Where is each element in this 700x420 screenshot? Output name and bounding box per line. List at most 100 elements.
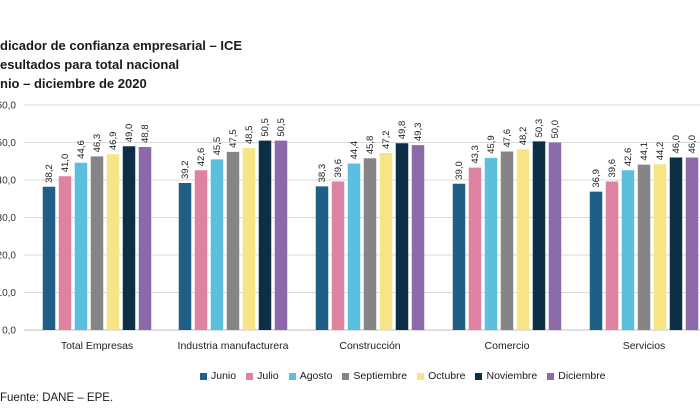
y-tick-label: 40,0 (0, 176, 16, 187)
bar (315, 186, 329, 330)
data-label: 38,2 (44, 164, 55, 183)
y-tick-label: 20,0 (0, 251, 16, 262)
bar (90, 156, 104, 330)
bar (242, 148, 256, 330)
y-tick-label: 30,0 (0, 213, 16, 224)
data-label: 44,1 (639, 142, 650, 161)
title-line-1: dicador de confianza empresarial – ICE (0, 38, 243, 53)
data-label: 38,3 (317, 164, 328, 183)
bar (548, 142, 562, 330)
y-tick-label: 60,0 (0, 101, 16, 112)
legend-item: Noviembre (475, 370, 537, 382)
legend-swatch (200, 372, 207, 380)
category-label: Servicios (623, 340, 666, 352)
data-label: 47,2 (381, 131, 392, 150)
title-line-2: esultados para total nacional (0, 57, 180, 72)
bar (621, 170, 635, 330)
bar (58, 176, 72, 330)
bar (484, 157, 498, 330)
legend-label: Junio (211, 370, 237, 382)
bar (500, 151, 514, 330)
data-label: 46,0 (671, 135, 682, 154)
legend-swatch (475, 372, 483, 380)
legend-item: Octubre (417, 370, 465, 382)
bar (452, 183, 466, 330)
category-label: Construcción (339, 340, 400, 352)
data-label: 46,9 (108, 132, 119, 151)
bar (669, 157, 683, 330)
y-tick-label: 10,0 (0, 288, 16, 299)
data-label: 41,0 (60, 154, 71, 173)
title-line-3: nio – diciembre de 2020 (0, 76, 147, 91)
data-label: 49,3 (413, 123, 424, 142)
legend-swatch (342, 372, 350, 380)
category-label: Industria manufacturera (178, 340, 289, 352)
bar (379, 153, 393, 330)
bar (42, 186, 56, 330)
data-label: 39,6 (607, 159, 618, 178)
bar (178, 183, 192, 330)
data-label: 50,5 (276, 118, 287, 137)
data-label: 36,9 (591, 169, 602, 188)
data-label: 50,3 (534, 119, 545, 138)
bar (685, 157, 699, 330)
legend-label: Noviembre (486, 370, 538, 382)
bar (468, 167, 482, 330)
bar (411, 145, 425, 330)
legend-label: Octubre (428, 370, 466, 382)
data-label: 50,5 (260, 118, 271, 137)
data-label: 42,6 (196, 148, 207, 167)
legend-label: Agosto (299, 370, 333, 382)
bar (347, 163, 361, 330)
bar (194, 170, 208, 330)
bar (605, 181, 619, 330)
legend-label: Septiembre (353, 370, 408, 382)
data-label: 45,8 (365, 136, 376, 155)
data-label: 50,0 (550, 120, 561, 139)
category-label: Total Empresas (61, 340, 133, 352)
legend: Junio Julio Agosto Septiembre Octubre Noviemb… (200, 370, 606, 382)
data-label: 39,0 (454, 161, 465, 180)
data-label: 45,5 (212, 137, 223, 156)
bar (74, 162, 88, 330)
bar (532, 141, 546, 330)
source-note: Fuente: DANE – EPE. (0, 392, 114, 404)
legend-item: Diciembre (547, 370, 606, 382)
legend-swatch (246, 372, 254, 380)
bar (258, 140, 272, 330)
bar (395, 143, 409, 330)
data-label: 48,5 (244, 126, 255, 145)
data-label: 44,2 (655, 142, 666, 161)
data-label: 49,8 (397, 121, 408, 140)
data-label: 48,2 (518, 127, 529, 146)
legend-item: Junio (200, 370, 236, 382)
bar (516, 149, 530, 330)
legend-swatch (288, 372, 296, 380)
data-label: 42,6 (623, 148, 634, 167)
legend-label: Diciembre (558, 370, 606, 382)
chart-title: dicador de confianza empresarial – ICE e… (0, 36, 242, 93)
bar (637, 164, 651, 330)
data-label: 44,6 (76, 140, 87, 159)
bar (331, 181, 345, 330)
bar (210, 159, 224, 330)
bar-chart: 0,0 10,0 20,0 30,0 40,0 50,0 60,0 38,2 41,0 44,6 4… (0, 101, 700, 352)
category-label: Comercio (485, 340, 530, 352)
data-label: 47,6 (502, 129, 513, 148)
y-tick-label: 0,0 (2, 326, 16, 337)
bar (653, 164, 667, 330)
data-label: 45,9 (486, 135, 497, 154)
y-tick-label: 50,0 (0, 138, 16, 149)
bar (226, 151, 240, 330)
data-label: 39,2 (180, 161, 191, 180)
legend-item: Septiembre (342, 370, 407, 382)
legend-item: Julio (246, 370, 279, 382)
legend-swatch (547, 372, 555, 380)
data-label: 39,6 (333, 159, 344, 178)
data-label: 43,3 (470, 145, 481, 164)
data-label: 46,0 (687, 135, 698, 154)
bar (274, 140, 288, 330)
bar (106, 154, 120, 330)
data-label: 46,3 (92, 134, 103, 153)
bar (122, 146, 136, 330)
